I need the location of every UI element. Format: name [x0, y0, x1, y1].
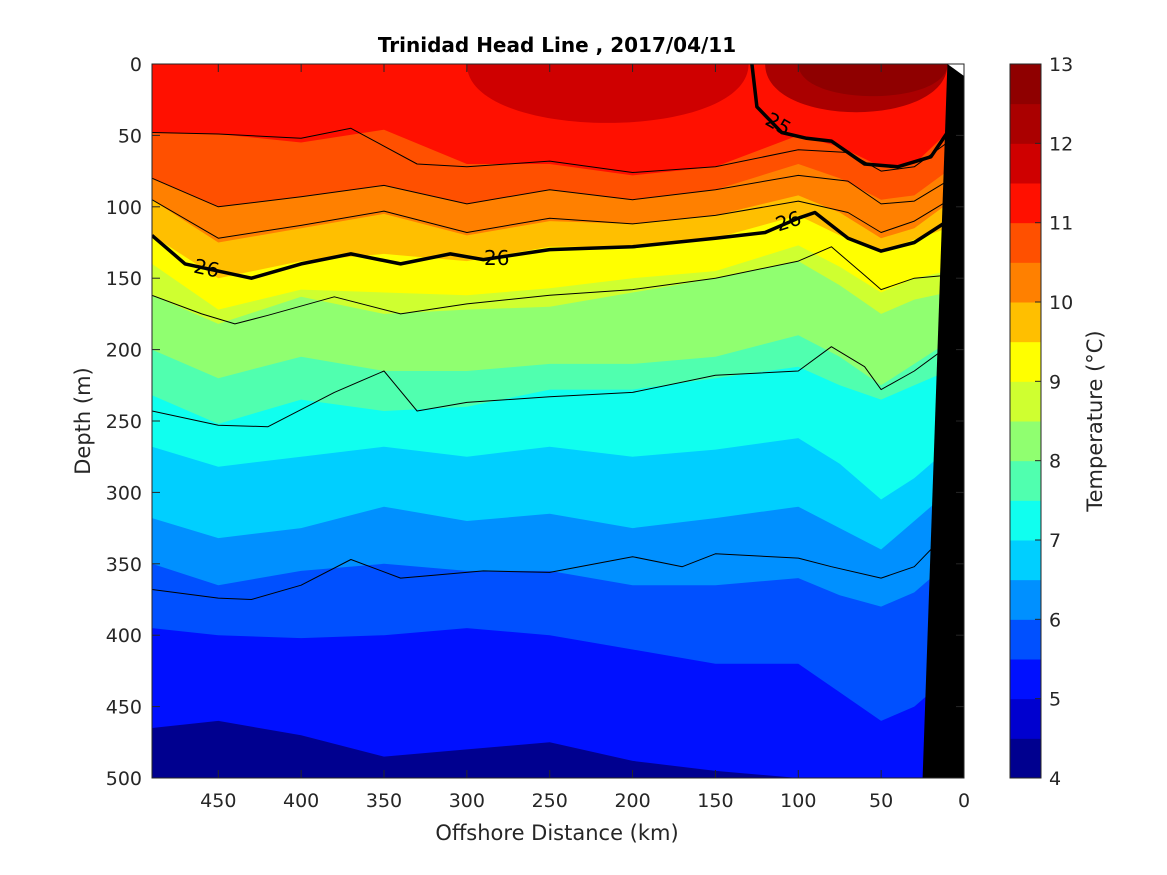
- colorbar-band: [1010, 222, 1041, 263]
- colorbar-band: [1010, 659, 1041, 700]
- colorbar-band: [1010, 143, 1041, 184]
- x-tick-label: 150: [697, 790, 733, 812]
- bold-contour-line: [750, 64, 949, 169]
- contour-line: [152, 246, 948, 325]
- colorbar-frame: [1009, 63, 1042, 779]
- colorbar-band: [1010, 579, 1041, 620]
- colorbar-tick-label: 8: [1049, 451, 1061, 473]
- colorbar-tick-label: 6: [1049, 609, 1061, 631]
- colorbar-tick-label: 5: [1049, 689, 1061, 711]
- contour-label: 26: [484, 246, 509, 270]
- colorbar-band: [1010, 540, 1041, 581]
- contour-line: [152, 174, 948, 208]
- y-tick-label: 250: [106, 411, 142, 433]
- temperature-band: [152, 64, 964, 176]
- colorbar-band: [1010, 262, 1041, 303]
- colorbar-band: [1010, 460, 1041, 501]
- x-axis: 450 400 350 300 250 200 150 100 50 0: [200, 64, 970, 812]
- contour-line: [152, 346, 948, 428]
- y-tick-label: 400: [106, 625, 142, 647]
- y-axis: 0 50 100 150 200 250 300 350 400 450 500: [106, 54, 964, 790]
- colorbar-band: [1010, 64, 1041, 105]
- chart-title: Trinidad Head Line , 2017/04/11: [378, 33, 736, 57]
- bold-contour-line: [152, 210, 949, 280]
- x-tick-label: 200: [614, 790, 650, 812]
- seafloor-bathymetry: [922, 64, 964, 778]
- contour-label-group: 26: [192, 254, 222, 283]
- contour-label: 26: [192, 254, 222, 283]
- colorbar: 4 5 6 7 8 9 10 11 12 13: [1009, 54, 1073, 790]
- x-tick-label: 250: [532, 790, 568, 812]
- colorbar-band: [1010, 421, 1041, 462]
- y-axis-label: Depth (m): [71, 367, 95, 474]
- contour-line: [152, 199, 948, 239]
- y-tick-label: 50: [118, 125, 142, 147]
- contour-line: [152, 532, 948, 600]
- colorbar-tick-label: 11: [1049, 213, 1073, 235]
- colorbar-tick-label: 9: [1049, 371, 1061, 393]
- colorbar-tick-label: 10: [1049, 292, 1073, 314]
- y-tick-label: 150: [106, 268, 142, 290]
- x-tick-label: 350: [366, 790, 402, 812]
- x-axis-label: Offshore Distance (km): [435, 821, 678, 845]
- colorbar-band: [1010, 619, 1041, 660]
- x-tick-label: 0: [958, 790, 970, 812]
- y-tick-label: 500: [106, 768, 142, 790]
- coast-corner: [947, 64, 964, 76]
- x-tick-label: 50: [869, 790, 893, 812]
- y-tick-label: 100: [106, 197, 142, 219]
- colorbar-band: [1010, 738, 1041, 779]
- y-tick-label: 300: [106, 482, 142, 504]
- colorbar-tick-label: 12: [1049, 133, 1073, 155]
- x-tick-label: 300: [449, 790, 485, 812]
- y-tick-label: 450: [106, 697, 142, 719]
- colorbar-label: Temperature (°C): [1083, 330, 1107, 512]
- colorbar-tick-label: 7: [1049, 530, 1061, 552]
- x-tick-label: 450: [200, 790, 236, 812]
- y-tick-label: 350: [106, 554, 142, 576]
- colorbar-band: [1010, 341, 1041, 382]
- surface-warm-patch: [466, 64, 749, 123]
- surface-warm-patch: [798, 64, 948, 97]
- colorbar-band: [1010, 698, 1041, 739]
- x-tick-label: 400: [283, 790, 319, 812]
- y-tick-label: 200: [106, 340, 142, 362]
- contour-line: [152, 127, 948, 173]
- colorbar-band: [1010, 103, 1041, 144]
- contour-label-group: 26: [484, 246, 509, 270]
- x-tick-label: 100: [780, 790, 816, 812]
- colorbar-band: [1010, 302, 1041, 343]
- colorbar-band: [1010, 381, 1041, 422]
- colorbar-tick-label: 13: [1049, 54, 1073, 76]
- colorbar-tick-label: 4: [1049, 768, 1061, 790]
- colorbar-band: [1010, 500, 1041, 541]
- colorbar-band: [1010, 183, 1041, 224]
- y-tick-label: 0: [130, 54, 142, 76]
